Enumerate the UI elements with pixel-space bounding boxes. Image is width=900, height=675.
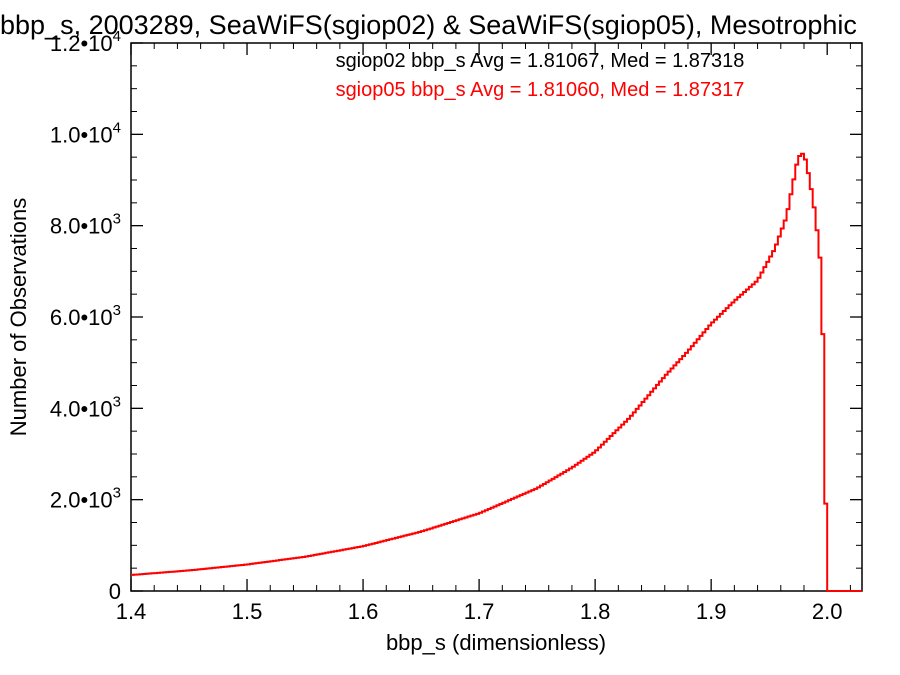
y-tick-label: 8.0•103 [50, 211, 121, 239]
y-tick-label: 6.0•103 [50, 302, 121, 330]
annotation-sgiop05: sgiop05 bbp_s Avg = 1.81060, Med = 1.873… [336, 79, 745, 101]
chart-title: bbp_s, 2003289, SeaWiFS(sgiop02) & SeaWi… [0, 10, 857, 40]
x-tick-label: 2.0 [812, 599, 843, 624]
x-tick-label: 1.6 [348, 599, 379, 624]
x-axis-label: bbp_s (dimensionless) [386, 630, 606, 655]
x-tick-label: 1.9 [696, 599, 727, 624]
y-tick-label: 4.0•103 [50, 393, 121, 421]
y-axis-label: Number of Observations [6, 198, 31, 436]
histogram-series-line [131, 152, 862, 592]
y-axis-ticks: 0 2.0•103 4.0•103 6.0•103 8.0•103 1.0•104 1.2•… [50, 28, 862, 604]
x-tick-label: 1.7 [464, 599, 495, 624]
series-layer [130, 152, 863, 592]
x-tick-label: 1.4 [116, 599, 147, 624]
y-tick-label: 1.2•104 [50, 28, 121, 56]
plot-frame [130, 42, 863, 592]
y-tick-label: 0 [109, 579, 121, 604]
annotation-sgiop02: sgiop02 bbp_s Avg = 1.81067, Med = 1.873… [336, 50, 745, 72]
y-tick-label: 2.0•103 [50, 485, 121, 513]
y-tick-label: 1.0•104 [50, 119, 121, 147]
x-tick-label: 1.5 [232, 599, 263, 624]
x-tick-label: 1.8 [580, 599, 611, 624]
x-axis-ticks: 1.4 1.5 1.6 1.7 1.8 1.9 2.0 [116, 43, 851, 624]
